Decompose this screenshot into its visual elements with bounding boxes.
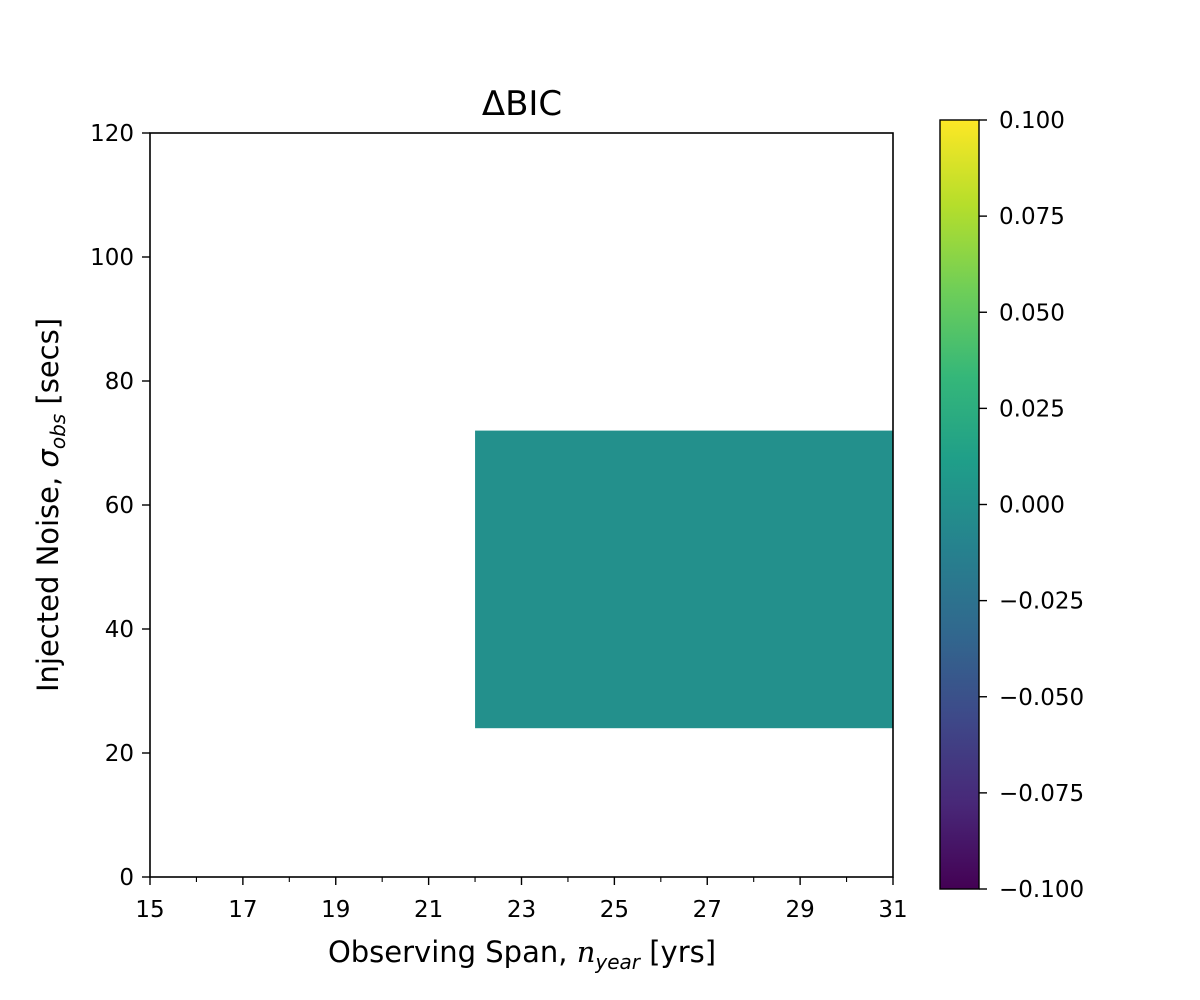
- colorbar: −0.100 −0.075 −0.050 −0.025 0.000 0.025 0.050 0…: [939, 108, 1084, 903]
- y-tick-label: 120: [90, 121, 134, 147]
- colorbar-tick-label: −0.025: [999, 589, 1084, 615]
- y-tick-label: 40: [105, 617, 134, 643]
- y-axis-label-prefix: Injected Noise,: [31, 468, 65, 693]
- x-axis-label-math: n: [577, 935, 596, 969]
- x-tick-label: 31: [878, 897, 907, 923]
- plot-area: [149, 132, 894, 878]
- x-tick-label: 29: [785, 897, 814, 923]
- colorbar-tick-label: −0.050: [999, 685, 1084, 711]
- y-axis-label-suffix: [secs]: [31, 318, 65, 414]
- x-tick-label: 19: [321, 897, 350, 923]
- x-axis-label-prefix: Observing Span,: [328, 935, 577, 969]
- colorbar-tick-label: 0.000: [999, 493, 1065, 519]
- y-axis: 0 20 40 60 80 100 120: [90, 121, 150, 891]
- y-tick-label: 60: [105, 493, 134, 519]
- colorbar-tick-label: −0.100: [999, 877, 1084, 903]
- x-axis-label: Observing Span, nyear [yrs]: [328, 935, 716, 974]
- y-axis-label: Injected Noise, σobs [secs]: [31, 318, 70, 692]
- x-tick-label: 27: [693, 897, 722, 923]
- x-axis: 15 17 19 21 23 25 27 29 31: [135, 877, 908, 923]
- colorbar-tick-label: 0.050: [999, 300, 1065, 326]
- x-tick-label: 23: [507, 897, 536, 923]
- y-axis-label-math: σ: [31, 448, 65, 468]
- x-axis-label-subscript: year: [594, 950, 641, 974]
- x-tick-label: 21: [414, 897, 443, 923]
- x-tick-label: 15: [135, 897, 164, 923]
- heatmap-cell: [475, 430, 893, 729]
- colorbar-tick-label: −0.075: [999, 781, 1084, 807]
- x-axis-label-suffix: [yrs]: [640, 935, 716, 969]
- x-tick-label: 25: [600, 897, 629, 923]
- y-axis-label-subscript: obs: [46, 414, 70, 449]
- chart-title: ΔBIC: [482, 84, 562, 124]
- y-tick-label: 0: [119, 865, 134, 891]
- y-tick-label: 20: [105, 741, 134, 767]
- y-tick-label: 100: [90, 245, 134, 271]
- colorbar-tick-label: 0.075: [999, 204, 1065, 230]
- x-tick-label: 17: [228, 897, 257, 923]
- colorbar-tick-label: 0.100: [999, 108, 1065, 134]
- colorbar-gradient: [939, 119, 980, 890]
- y-tick-label: 80: [105, 369, 134, 395]
- colorbar-tick-label: 0.025: [999, 396, 1065, 422]
